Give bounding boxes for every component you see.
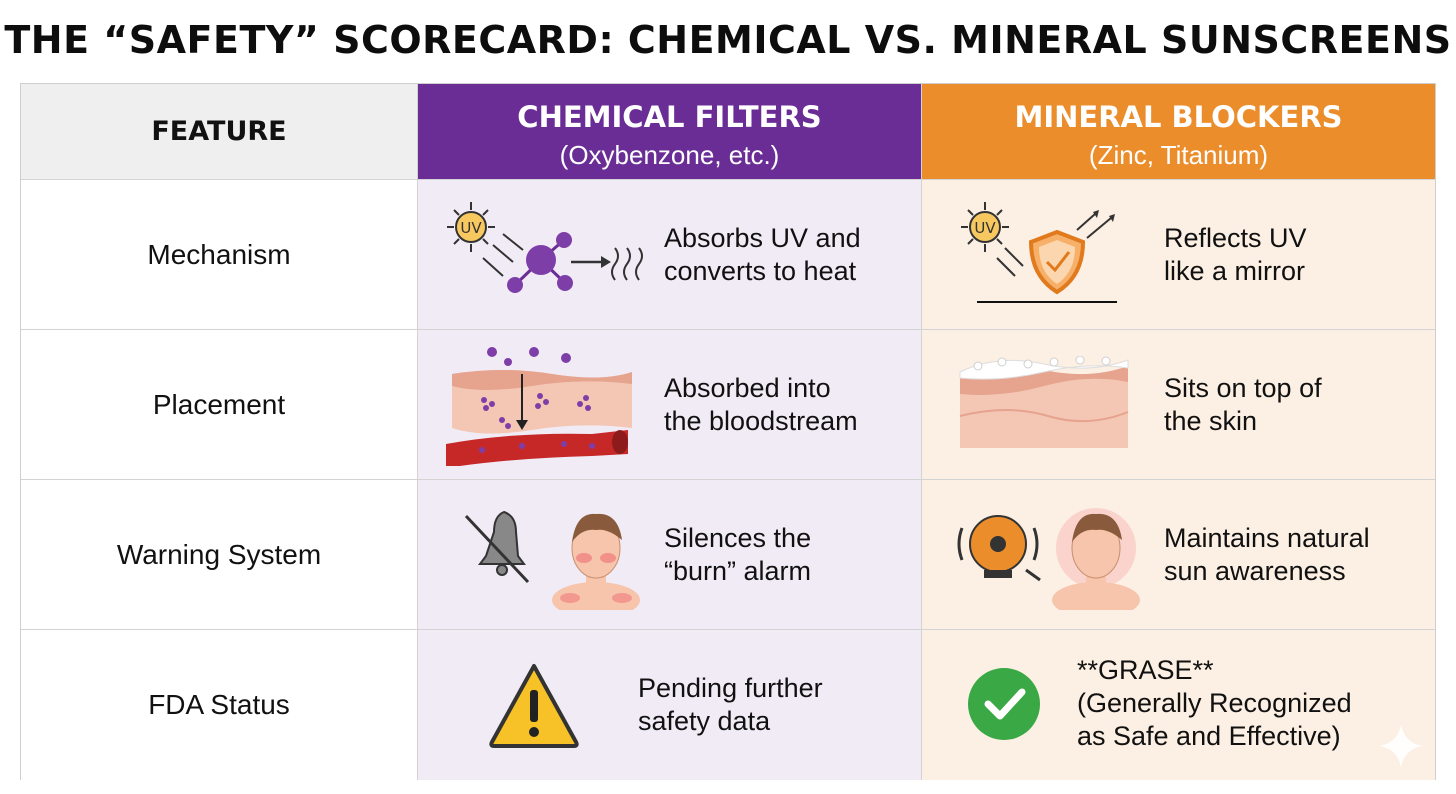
mineral-mechanism-text: Reflects UV like a mirror bbox=[1164, 223, 1307, 286]
chemical-cell-placement: Absorbed into the bloodstream bbox=[418, 330, 922, 480]
mineral-placement-text: Sits on top of the skin bbox=[1164, 373, 1322, 436]
page-title: THE “SAFETY” SCORECARD: CHEMICAL VS. MIN… bbox=[4, 18, 1452, 62]
mineral-header-title: MINERAL BLOCKERS bbox=[1014, 100, 1343, 134]
mineral-cell-fda-status: **GRASE** (Generally Recognized as Safe an… bbox=[922, 630, 1435, 780]
chemical-header-title: CHEMICAL FILTERS bbox=[517, 100, 822, 134]
chemical-placement-text: Absorbed into the bloodstream bbox=[664, 373, 858, 436]
feature-cell-placement: Placement bbox=[21, 330, 418, 480]
feature-label: FDA Status bbox=[148, 689, 290, 720]
feature-cell-fda-status: FDA Status bbox=[21, 630, 418, 780]
muted-bell-person-icon bbox=[464, 510, 640, 610]
chemical-cell-fda-status: Pending further safety data bbox=[418, 630, 922, 780]
chemical-cell-mechanism: UV Absorbs UV and converts to heat bbox=[418, 180, 922, 330]
skin-surface-icon bbox=[959, 356, 1129, 448]
scorecard-table: FEATURE CHEMICAL FILTERS (Oxybenzone, et… bbox=[20, 83, 1436, 780]
mineral-column-header: MINERAL BLOCKERS (Zinc, Titanium) bbox=[922, 84, 1435, 180]
mineral-header-subtitle: (Zinc, Titanium) bbox=[1088, 140, 1269, 170]
feature-label: Placement bbox=[152, 388, 286, 420]
warning-triangle-icon bbox=[489, 664, 579, 748]
skin-bloodstream-icon bbox=[446, 347, 632, 466]
feature-label: Warning System bbox=[116, 538, 322, 570]
chemical-warning-text: Silences the “burn” alarm bbox=[664, 523, 812, 586]
chemical-cell-warning-system: Silences the “burn” alarm bbox=[418, 480, 922, 630]
ringing-alarm-person-icon bbox=[957, 508, 1140, 610]
mineral-cell-warning-system: Maintains natural sun awareness bbox=[922, 480, 1435, 630]
green-check-icon bbox=[968, 668, 1040, 740]
mineral-cell-placement: Sits on top of the skin bbox=[922, 330, 1435, 480]
chemical-mechanism-text: Absorbs UV and converts to heat bbox=[664, 223, 861, 286]
feature-cell-mechanism: Mechanism bbox=[21, 180, 418, 330]
svg-text:UV: UV bbox=[460, 219, 482, 237]
feature-header-label: FEATURE bbox=[151, 116, 287, 147]
uv-reflecting-shield-icon: UV bbox=[961, 202, 1117, 303]
mineral-warning-text: Maintains natural sun awareness bbox=[1164, 523, 1370, 586]
chemical-header-subtitle: (Oxybenzone, etc.) bbox=[559, 140, 780, 170]
chemical-fda-text: Pending further safety data bbox=[638, 673, 823, 736]
mineral-cell-mechanism: UV Reflects UV like a mirror bbox=[922, 180, 1435, 330]
sparkle-icon bbox=[1379, 724, 1423, 768]
mineral-fda-text: **GRASE** (Generally Recognized as Safe an… bbox=[1077, 655, 1352, 751]
feature-label: Mechanism bbox=[147, 238, 291, 270]
chemical-column-header: CHEMICAL FILTERS (Oxybenzone, etc.) bbox=[418, 84, 922, 180]
feature-column-header: FEATURE bbox=[21, 84, 418, 180]
uv-absorbing-molecule-icon: UV bbox=[447, 202, 643, 293]
feature-cell-warning-system: Warning System bbox=[21, 480, 418, 630]
svg-text:UV: UV bbox=[974, 219, 996, 237]
